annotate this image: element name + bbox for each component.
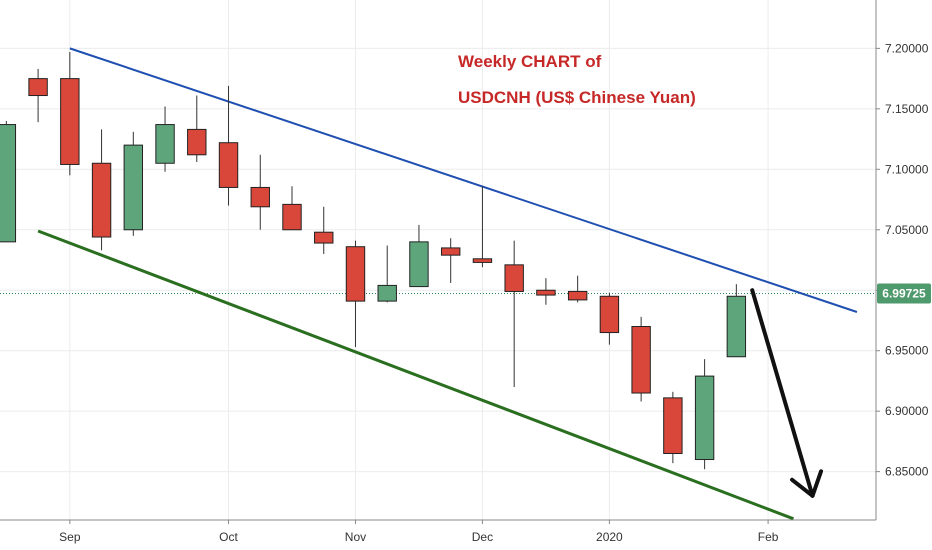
grid [0,0,876,520]
candle-body-down [472,258,493,263]
candle [60,52,80,176]
candle-body-up [155,124,175,164]
candle [504,240,524,387]
candle-body-down [663,397,683,454]
chart-title-line-1: Weekly CHART of [458,52,602,71]
candle-body-down [218,142,239,188]
candle [250,154,270,230]
last-price-badge-bg [877,283,931,304]
candle-body-down [504,264,524,292]
candle [599,292,620,345]
candle [631,316,651,402]
x-tick-label: Nov [345,530,366,544]
y-tick-label: 6.95000 [885,344,929,358]
candle [409,224,429,288]
trendlines [37,47,858,521]
candle [694,359,715,470]
y-tick-label: 7.20000 [885,41,929,55]
y-tick-label: 7.15000 [885,102,929,116]
candle [440,238,461,283]
x-tick-label: 2020 [596,530,623,544]
candle-body-up [377,284,397,302]
candles [0,52,747,470]
candle-body-up [123,144,144,231]
candle [282,186,302,231]
candle-body-down [567,290,588,301]
arrow-head [790,469,824,498]
candle-body-up [726,295,747,358]
candle-body-down [187,128,207,156]
candle-body-up [694,375,715,461]
candle [726,284,747,358]
trendline-upper-resistance [69,47,858,313]
candle [28,68,48,123]
candle-body-down [282,203,302,231]
candle [345,240,366,348]
last-price-label: 6.99725 [882,287,926,301]
y-tick-label: 7.10000 [885,162,929,176]
candle [187,95,207,163]
candle [123,131,144,236]
candle [567,275,588,303]
x-tick-label: Sep [59,530,81,544]
forecast-arrow [750,288,824,498]
candle [472,186,493,268]
y-tick-label: 6.90000 [885,404,929,418]
candle-body-down [28,78,48,97]
candle-body-down [91,162,112,238]
x-tick-label: Oct [219,530,238,544]
candle-body-down [536,289,556,296]
x-tick-label: Feb [758,530,779,544]
candle [663,391,683,464]
x-tick-label: Dec [472,530,493,544]
last-price-badge: 6.99725 [877,283,931,304]
arrow-shaft [750,288,815,498]
y-tick-label: 6.85000 [885,465,929,479]
candle [0,120,17,243]
candle-body-down [631,326,651,394]
y-tick-label: 7.05000 [885,223,929,237]
candle-body-down [599,295,620,334]
time-axis: Sep Oct Nov Dec 2020 Feb [59,520,779,544]
candle-body-down [60,78,80,165]
candle-body-down [345,246,366,302]
candle [314,206,334,254]
trendline-lower-support [37,229,795,521]
candle-body-down [314,231,334,244]
candle-body-up [0,124,17,243]
candle [377,245,397,303]
chart-title-line-2: USDCNH (US$ Chinese Yuan) [458,88,696,107]
candle-body-up [409,241,429,288]
candle-body-down [440,247,461,256]
candle-body-down [250,186,270,208]
candle [91,129,112,251]
candle [155,106,175,172]
candle [536,278,556,305]
candle [218,85,239,206]
